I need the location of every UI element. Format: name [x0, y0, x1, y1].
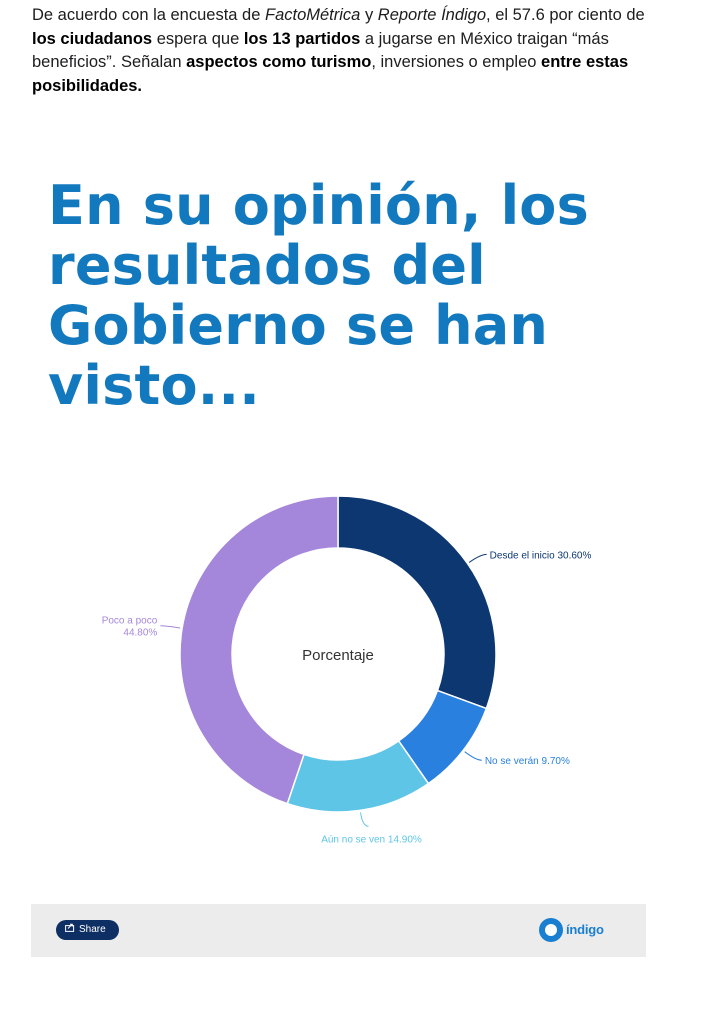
intro-highlight: los 13 partidos	[243, 29, 361, 48]
slice-label: Poco a poco	[102, 616, 158, 627]
donut-chart: Desde el inicio 30.60% No se verán 9.70% A…	[102, 495, 592, 845]
donut-center-label: Porcentaje	[302, 647, 374, 664]
embed-footer: Share índigo	[31, 904, 646, 957]
intro-text: espera que	[152, 29, 244, 48]
intro-text: a jugarse en México traigan “más benefic…	[32, 29, 609, 72]
slice-label: Desde el inicio 30.60%	[490, 550, 592, 561]
slice-label: No se verán 9.70%	[485, 756, 570, 767]
logo-mark	[539, 918, 563, 942]
logo-text: índigo	[566, 922, 604, 937]
intro-highlight: aspectos como turismo	[186, 53, 372, 71]
intro-paragraph: De acuerdo con la encuesta de FactoMétri…	[32, 4, 672, 98]
share-label: Share	[79, 924, 106, 935]
intro-highlight: los ciudadanos	[32, 29, 153, 48]
intro-text: De acuerdo con la encuesta de	[32, 6, 265, 24]
donut-slice[interactable]	[179, 495, 339, 805]
slice-leader-line	[160, 625, 181, 629]
intro-highlight: entre estas posibilidades.	[32, 53, 629, 95]
intro-text: y	[360, 6, 378, 24]
source-name: Reporte Índigo	[377, 6, 487, 24]
share-icon	[65, 920, 75, 940]
intro-text: , inversiones o empleo	[371, 53, 542, 71]
slice-label: Aún no se ven 14.90%	[321, 834, 422, 845]
donut-slice[interactable]	[337, 495, 497, 710]
slice-leader-line	[360, 812, 369, 827]
chart-headline: En su opinión, los resultados del Gobier…	[48, 174, 589, 417]
source-name: FactoMétrica	[265, 6, 361, 24]
slice-value-label: 44.80%	[123, 628, 157, 639]
slice-leader-line	[464, 751, 482, 761]
intro-text: , el 57.6 por ciento de	[486, 6, 645, 24]
slice-leader-line	[468, 553, 487, 563]
share-button[interactable]: Share	[56, 920, 119, 940]
